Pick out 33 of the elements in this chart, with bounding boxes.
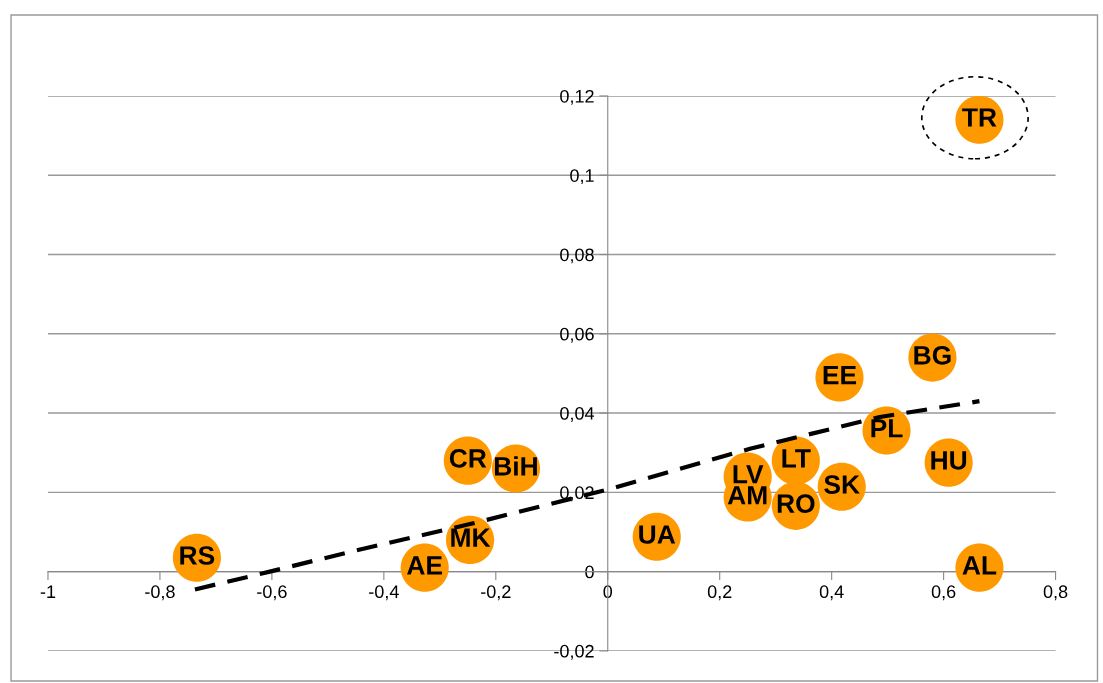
annotation: AE [407, 556, 443, 575]
y-tick-label: 0,08 [560, 248, 594, 264]
x-tick-label: 0,4 [819, 585, 844, 601]
x-tick-label: -0,2 [481, 585, 511, 601]
annotation: MK [451, 528, 491, 547]
x-tick-label: 0 [603, 585, 613, 599]
y-tick-label: 0,06 [560, 327, 594, 343]
y-tick-label: -0,02 [554, 644, 594, 660]
annotation: SK [824, 475, 860, 494]
annotation: RS [180, 546, 215, 565]
x-tick-label: 0,6 [931, 585, 956, 601]
annotation: LT [782, 449, 811, 468]
annotation: BG [914, 345, 951, 365]
y-tick-label: 0,04 [560, 407, 595, 422]
x-tick-label: -1 [40, 585, 56, 598]
x-tick-label: 0,8 [1043, 585, 1068, 601]
x-tick-label: -0,6 [257, 585, 287, 601]
annotation: AL [962, 556, 997, 575]
y-tick-label: 0,12 [560, 89, 594, 105]
annotation: RO [777, 494, 815, 513]
y-tick-label: 0,1 [570, 169, 594, 185]
annotation: TR [962, 108, 997, 127]
annotation: BiH [494, 456, 537, 476]
annotation: CR [449, 449, 487, 468]
annotation: PL [871, 419, 903, 438]
x-tick-label: -0,4 [369, 585, 399, 601]
annotation: LV [733, 465, 764, 484]
annotation: HU [931, 451, 967, 470]
annotation: UA [639, 525, 676, 544]
annotation: AM [727, 486, 767, 505]
annotation: EE [823, 366, 857, 385]
x-tick-label: -0,8 [145, 585, 175, 601]
x-tick-label: 0,2 [707, 585, 732, 601]
